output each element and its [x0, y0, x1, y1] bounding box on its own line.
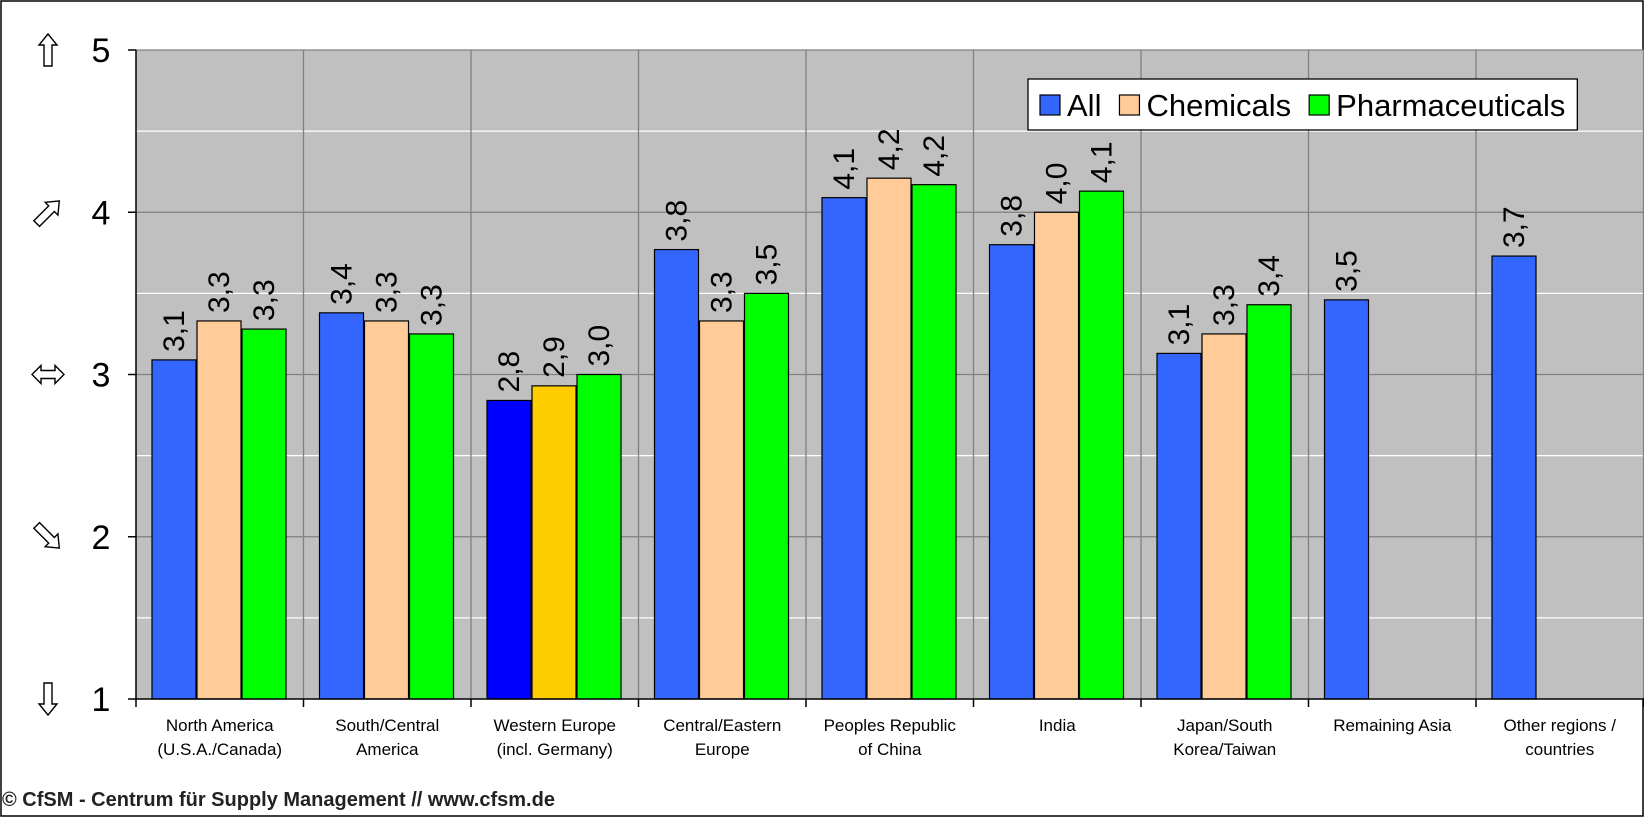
legend-label-pharmaceuticals: Pharmaceuticals	[1336, 88, 1565, 123]
bar-all	[653, 248, 700, 700]
bar-all	[151, 359, 197, 700]
bar-all	[1491, 255, 1537, 700]
bars	[151, 177, 1537, 700]
y-tick-label: 2	[92, 519, 111, 557]
data-label: 3,4	[1253, 255, 1286, 297]
x-tick-label: Other regions /	[1504, 716, 1617, 735]
x-tick-label: of China	[858, 740, 922, 759]
y-axis: 1 2 3 4 5	[31, 32, 136, 719]
data-label: 3,1	[158, 310, 191, 352]
legend-label-chemicals: Chemicals	[1146, 88, 1291, 123]
legend-swatch-all	[1039, 94, 1061, 116]
data-labels: 3,1 3,3 3,3 3,4 3,3 3,3 2,8 2,9 3,0 3,8 3,3 3,5 4,1 4…	[158, 128, 1531, 392]
arrow-down-icon	[37, 682, 59, 717]
x-tick-label: Europe	[695, 740, 750, 759]
data-label: 3,5	[751, 244, 784, 286]
y-tick-label: 5	[92, 32, 111, 70]
bar-pharmaceuticals	[1078, 190, 1125, 700]
y-tick-label: 4	[92, 194, 111, 232]
data-label: 2,9	[538, 336, 571, 378]
data-label: 3,3	[1208, 284, 1241, 326]
x-tick-label: Korea/Taiwan	[1173, 740, 1276, 759]
x-tick-label: Peoples Republic	[824, 716, 957, 735]
bar-chemicals	[698, 320, 745, 700]
x-tick-label: North America	[166, 716, 274, 735]
bar-chemicals	[196, 320, 242, 700]
data-label: 3,0	[583, 325, 616, 367]
bar-all	[821, 197, 867, 700]
y-tick-label: 3	[92, 357, 111, 395]
data-label: 3,8	[661, 200, 694, 242]
bar-all	[318, 312, 365, 700]
arrow-left-right-icon	[31, 363, 65, 386]
data-label: 3,3	[706, 271, 739, 313]
data-label: 2,8	[493, 351, 526, 393]
legend-swatch-chemicals	[1118, 94, 1141, 116]
x-tick-label: America	[356, 740, 419, 759]
data-label: 4,0	[1041, 163, 1074, 205]
y-tick-label: 1	[92, 681, 111, 719]
data-label: 4,1	[1086, 141, 1119, 183]
bar-chemicals	[1201, 333, 1247, 700]
bar-pharmaceuticals	[241, 328, 287, 700]
data-label: 4,2	[918, 135, 951, 177]
arrow-up-icon	[37, 32, 59, 67]
data-label: 3,1	[1163, 304, 1196, 346]
data-label: 3,5	[1331, 250, 1364, 292]
bar-pharmaceuticals	[576, 373, 622, 700]
bar-chemicals	[363, 320, 410, 700]
x-tick-label: Central/Eastern	[663, 716, 781, 735]
legend-label-all: All	[1067, 88, 1101, 123]
x-tick-label: Japan/South	[1177, 716, 1272, 735]
data-label: 3,4	[326, 263, 359, 305]
x-tick-label: countries	[1525, 740, 1594, 759]
data-label: 3,3	[371, 271, 404, 313]
bar-pharmaceuticals	[1246, 304, 1292, 700]
bar-pharmaceuticals	[408, 333, 455, 700]
copyright-credit: © CfSM - Centrum für Supply Management /…	[2, 789, 555, 811]
data-label: 4,2	[873, 128, 906, 170]
bar-all	[1156, 352, 1202, 700]
data-label: 3,3	[203, 271, 236, 313]
x-tick-label: South/Central	[335, 716, 439, 735]
arrow-up-right-icon	[32, 200, 61, 228]
data-label: 3,8	[996, 195, 1029, 237]
x-tick-label: Western Europe	[493, 716, 616, 735]
bar-all	[486, 399, 532, 700]
arrow-down-right-icon	[32, 521, 61, 549]
x-tick-label: India	[1039, 716, 1076, 735]
bar-all	[1323, 299, 1370, 700]
x-tick-label: (U.S.A./Canada)	[157, 740, 282, 759]
bar-pharmaceuticals	[743, 292, 790, 700]
legend-swatch-pharmaceuticals	[1308, 94, 1330, 116]
bar-chemicals	[531, 385, 577, 700]
bar-all	[988, 244, 1035, 700]
bar-chemicals	[866, 177, 912, 700]
legend: All Chemicals Pharmaceuticals	[1027, 78, 1578, 131]
data-label: 3,3	[248, 279, 281, 321]
bar-chemicals	[1033, 211, 1080, 700]
x-tick-label: Remaining Asia	[1333, 716, 1452, 735]
x-tick-label: (incl. Germany)	[497, 740, 613, 759]
data-label: 4,1	[828, 148, 861, 190]
x-axis: North America (U.S.A./Canada) South/Centra…	[135, 699, 1644, 759]
data-label: 3,7	[1498, 206, 1531, 248]
bar-pharmaceuticals	[911, 184, 957, 700]
data-label: 3,3	[416, 284, 449, 326]
